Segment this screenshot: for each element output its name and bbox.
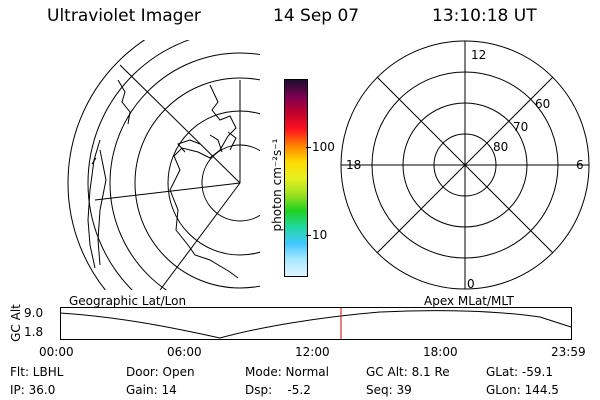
colorbar-unit-label: photon cm⁻²s⁻¹ <box>270 138 284 232</box>
mlat-label-80: 80 <box>493 140 508 154</box>
altitude-xtick-label: 23:59 <box>551 345 586 359</box>
info-gc-alt: GC Alt: 8.1 Re <box>366 365 450 379</box>
info-ip: IP: 36.0 <box>10 383 56 397</box>
geographic-map <box>67 40 260 290</box>
instrument-title: Ultraviolet Imager <box>47 6 201 26</box>
colorbar <box>284 79 308 277</box>
info-flt: Flt: LBHL <box>10 365 64 379</box>
colorbar-tickmark <box>306 147 311 148</box>
date-label: 14 Sep 07 <box>273 6 360 26</box>
mlt-label-18: 18 <box>346 158 361 172</box>
colorbar-tickmark <box>306 235 311 236</box>
info-glat: GLat: -59.1 <box>486 365 553 379</box>
apex-caption: Apex MLat/MLT <box>424 294 514 308</box>
mlt-label-6: 6 <box>576 158 584 172</box>
colorbar-tick-100: 100 <box>312 140 335 154</box>
info-glon: GLon: 144.5 <box>486 383 559 397</box>
altitude-xtick-label: 00:00 <box>39 345 74 359</box>
info-dsp: Dsp: -5.2 <box>245 383 311 397</box>
altitude-ytick-bottom: 1.8 <box>24 325 44 339</box>
altitude-xtick-label: 12:00 <box>295 345 330 359</box>
mlt-label-12: 12 <box>471 48 486 62</box>
mlt-label-0: 0 <box>467 277 475 291</box>
altitude-xtick-label: 18:00 <box>423 345 458 359</box>
geographic-caption: Geographic Lat/Lon <box>69 294 187 308</box>
info-seq: Seq: 39 <box>366 383 412 397</box>
mlat-label-60: 60 <box>535 97 550 111</box>
info-gain: Gain: 14 <box>126 383 177 397</box>
altitude-ytick-top: 9.0 <box>24 306 44 320</box>
altitude-plot <box>60 307 572 340</box>
info-door: Door: Open <box>126 365 195 379</box>
altitude-ylabel: GC Alt <box>8 304 23 342</box>
apex-polar-plot: 12 18 6 0 60 70 80 <box>340 40 590 291</box>
altitude-xtick-label: 06:00 <box>167 345 202 359</box>
mlat-label-70: 70 <box>513 120 528 134</box>
time-label: 13:10:18 UT <box>432 6 537 26</box>
info-mode: Mode: Normal <box>245 365 329 379</box>
colorbar-tick-10: 10 <box>312 228 328 242</box>
